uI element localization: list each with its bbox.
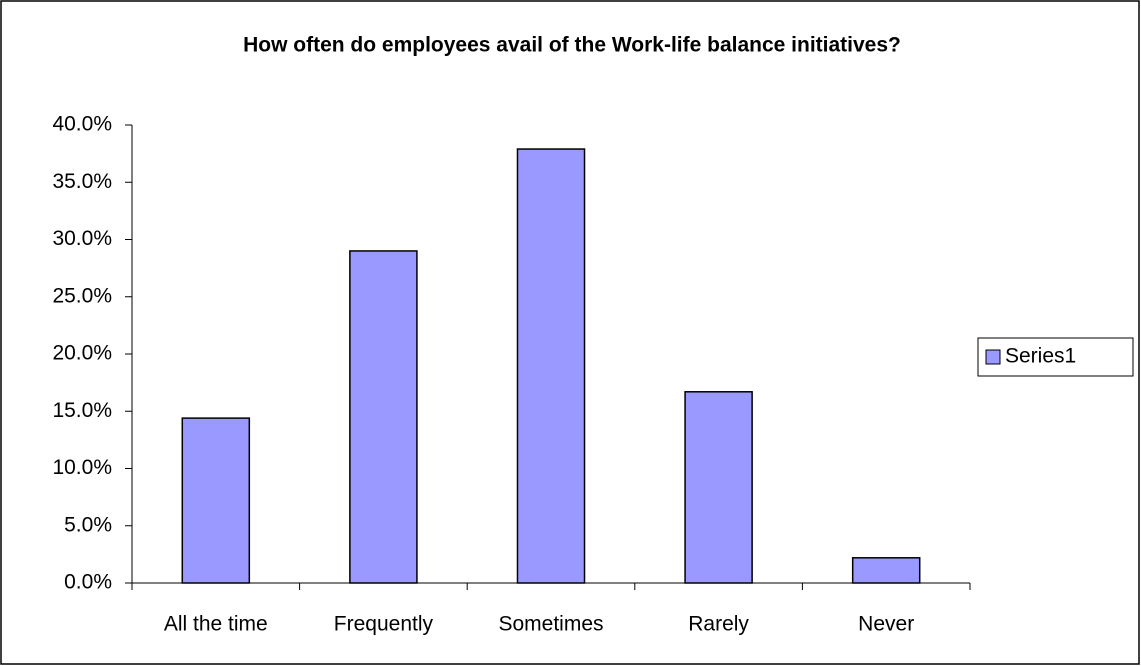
bar [181, 417, 251, 584]
y-tick-label: 35.0% [52, 170, 112, 193]
y-tick-label: 15.0% [52, 399, 112, 422]
y-tick-label: 30.0% [52, 227, 112, 250]
legend-box [977, 337, 1134, 377]
x-tick-label: Never [858, 613, 914, 636]
bar [516, 148, 586, 584]
legend-swatch [985, 349, 1001, 365]
bar [851, 557, 921, 584]
x-tick-label: Rarely [688, 613, 749, 636]
y-tick-label: 10.0% [52, 456, 112, 479]
y-tick-label: 0.0% [64, 571, 112, 594]
bar [684, 391, 753, 584]
x-tick-label: Sometimes [498, 613, 603, 636]
y-tick-label: 20.0% [52, 342, 112, 365]
y-tick-label: 40.0% [52, 113, 112, 136]
chart-title: How often do employees avail of the Work… [243, 34, 901, 57]
bar [349, 250, 418, 584]
x-tick-label: All the time [164, 613, 268, 636]
x-tick-label: Frequently [334, 613, 434, 636]
y-tick-label: 5.0% [64, 513, 112, 536]
y-tick-label: 25.0% [52, 284, 112, 307]
legend-label: Series1 [1005, 345, 1076, 368]
